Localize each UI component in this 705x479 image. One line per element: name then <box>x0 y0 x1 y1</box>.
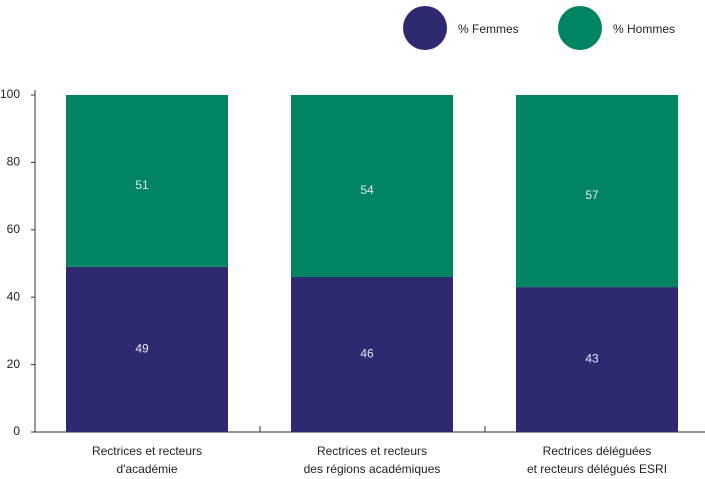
value-label: 51 <box>135 178 149 192</box>
y-tick-label: 60 <box>7 222 21 236</box>
x-tick-label: et recteurs délégués ESRI <box>527 462 667 476</box>
x-tick-label: des régions académiques <box>304 462 441 476</box>
x-tick-label: Rectrices et recteurs <box>92 444 202 458</box>
bar-segment <box>66 95 228 267</box>
x-tick-label: d'académie <box>117 462 178 476</box>
y-tick-label: 80 <box>7 155 21 169</box>
x-tick-label: Rectrices et recteurs <box>317 444 427 458</box>
value-label: 54 <box>360 183 374 197</box>
legend-swatch <box>558 6 602 50</box>
bar-segment <box>516 287 678 432</box>
bar-segment <box>516 95 678 288</box>
legend-label: % Hommes <box>613 22 675 36</box>
value-label: 49 <box>135 342 149 356</box>
bar-segment <box>66 266 228 432</box>
bar-segment <box>291 276 453 432</box>
y-tick-label: 100 <box>0 87 20 101</box>
legend-label: % Femmes <box>458 22 519 36</box>
bar-segment <box>291 95 453 277</box>
y-tick-label: 40 <box>7 289 21 303</box>
x-tick-label: Rectrices déléguées <box>543 444 652 458</box>
value-label: 43 <box>585 352 599 366</box>
value-label: 57 <box>585 188 599 202</box>
y-tick-label: 20 <box>7 357 21 371</box>
legend-swatch <box>403 6 447 50</box>
y-tick-label: 0 <box>13 424 20 438</box>
value-label: 46 <box>360 347 374 361</box>
